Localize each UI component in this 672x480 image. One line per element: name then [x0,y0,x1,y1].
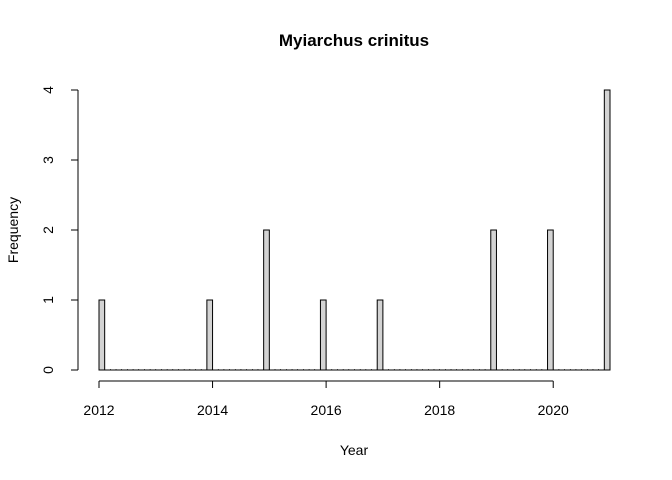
y-tick-label: 0 [40,366,56,374]
x-tick-label: 2012 [83,402,114,418]
y-axis-label: Frequency [5,197,21,263]
bars [98,89,611,371]
x-tick-label: 2018 [424,402,455,418]
empty-bins [98,369,611,371]
bar [98,299,106,371]
x-tick-label: 2020 [538,402,569,418]
y-tick-label: 2 [40,226,56,234]
bar [206,299,214,371]
y-axis: 0 1 2 3 4 [40,86,79,374]
bar [603,89,611,371]
x-tick-label: 2014 [197,402,228,418]
chart-title: Myiarchus crinitus [279,31,429,50]
x-axis: 2012 2014 2016 2018 2020 [83,380,569,418]
y-tick-label: 3 [40,156,56,164]
x-axis-label: Year [340,442,369,458]
bar [490,229,497,371]
bar [319,299,327,371]
y-tick-label: 1 [40,296,56,304]
y-tick-label: 4 [40,86,56,94]
bar [376,299,384,371]
bar [263,229,270,371]
bar [547,229,554,371]
x-tick-label: 2016 [311,402,342,418]
